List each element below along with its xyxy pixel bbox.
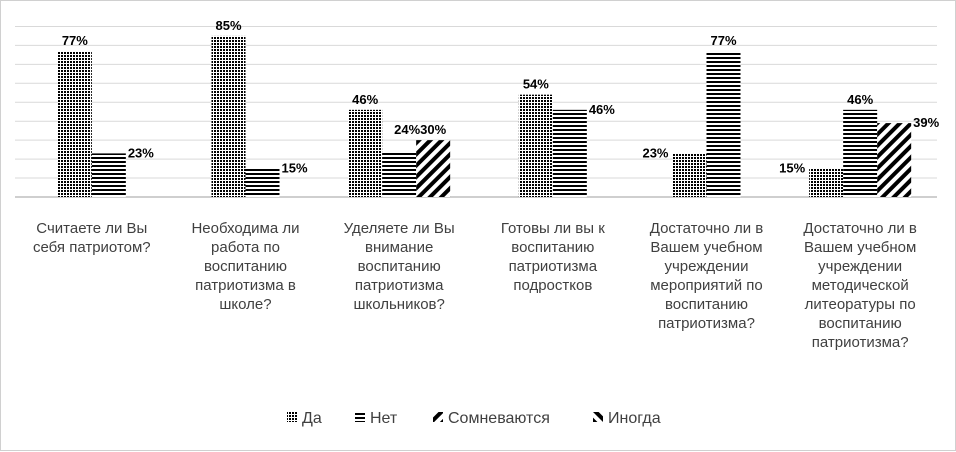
bar-diag-fwd-5 <box>877 123 912 197</box>
category-label: Достаточно ли в Вашем учебном учреждении ме… <box>650 220 764 332</box>
legend: Да Нет Сомневаются Иногда <box>287 410 661 427</box>
bar-dots-2 <box>348 109 383 197</box>
legend-label: Иногда <box>608 410 661 427</box>
bar-dots-0 <box>57 51 92 198</box>
category-label: Необходима ли работа по воспитанию патриоти… <box>191 220 299 313</box>
gridlines <box>15 25 937 198</box>
bar-diag-fwd-2 <box>416 140 451 197</box>
legend-swatch <box>287 412 297 422</box>
data-label: 30% <box>420 122 446 137</box>
category-label: Уделяете ли Вы внимание воспитанию патриоти… <box>344 220 455 313</box>
bar-hlines-3 <box>552 109 587 197</box>
category-label: Считаете ли Вы себя патриотом? <box>33 220 151 256</box>
data-label: 39% <box>913 115 939 130</box>
category-labels: Считаете ли Вы себя патриотом? Необходима … <box>33 220 917 351</box>
bar-dots-4 <box>672 153 707 197</box>
legend-item: Сомневаются <box>433 410 550 427</box>
legend-item: Иногда <box>593 410 661 427</box>
bar-hlines-5 <box>843 109 878 197</box>
data-label: 23% <box>128 145 154 160</box>
bar-hlines-4 <box>706 51 741 198</box>
data-label: 23% <box>642 145 668 160</box>
data-label: 46% <box>589 102 615 117</box>
bars <box>57 35 912 198</box>
data-label: 77% <box>710 33 736 48</box>
legend-item: Нет <box>355 410 398 427</box>
legend-label: Сомневаются <box>448 410 550 427</box>
legend-swatch <box>355 412 365 422</box>
legend-swatch <box>593 412 603 422</box>
data-label: 54% <box>523 77 549 92</box>
bar-dots-3 <box>518 94 553 197</box>
category-label: Достаточно ли в Вашем учебном учреждении ме… <box>803 220 917 351</box>
bar-dots-1 <box>211 35 246 197</box>
data-label: 46% <box>847 92 873 107</box>
data-label: 85% <box>215 18 241 33</box>
legend-item: Да <box>287 410 322 427</box>
data-label: 24% <box>394 122 420 137</box>
legend-label: Да <box>302 410 322 427</box>
data-label: 15% <box>779 161 805 176</box>
data-label: 46% <box>352 92 378 107</box>
legend-swatch <box>433 412 443 422</box>
category-label: Готовы ли вы к воспитанию патриотизма подро… <box>501 220 605 294</box>
data-label: 77% <box>62 33 88 48</box>
bar-dots-5 <box>809 168 844 197</box>
legend-label: Нет <box>370 410 398 427</box>
bar-hlines-1 <box>245 168 280 197</box>
bar-hlines-2 <box>382 151 417 197</box>
data-labels: 77% 23% 85% 15% 46% 24% 30% 54% 46% 23% 77% 15% 46% 3… <box>62 18 940 176</box>
bar-hlines-0 <box>91 153 126 197</box>
data-label: 15% <box>282 161 308 176</box>
